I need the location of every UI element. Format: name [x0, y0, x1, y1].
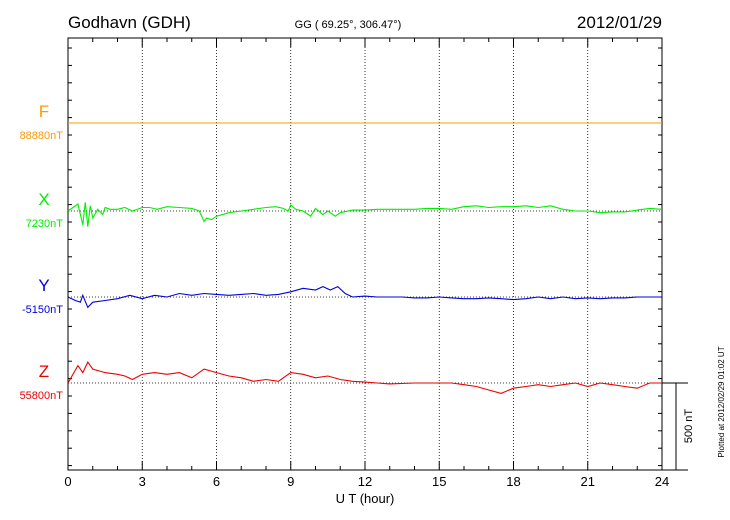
x-tick-label: 18: [506, 474, 520, 489]
series-line-y: [67, 285, 662, 309]
x-axis-label: U T (hour): [336, 491, 395, 506]
scale-bar-label: 500 nT: [683, 409, 695, 444]
series-group: F 88880nT X 7230nT Y -5150nT Z 55800nT: [20, 102, 663, 402]
series-name-f: F: [39, 102, 49, 121]
x-tick-labels: 0 3 6 9 12 15 18 21 24: [64, 474, 669, 489]
x-tick-label: 21: [581, 474, 595, 489]
chart-title: Godhavn (GDH): [68, 13, 191, 32]
series-baseline-label-x: 7230nT: [26, 218, 64, 230]
series-baseline-label-z: 55800nT: [20, 390, 64, 402]
station-coords: GG ( 69.25°, 306.47°): [295, 19, 402, 31]
x-tick-label: 9: [287, 474, 294, 489]
series-name-x: X: [38, 190, 49, 209]
series-line-z: [67, 361, 662, 394]
scale-bar: 500 nT: [662, 382, 695, 471]
plotted-note: Plotted at 2012/02/29 01:02 UT: [717, 346, 726, 457]
chart-date: 2012/01/29: [577, 13, 662, 32]
x-tick-label: 6: [213, 474, 220, 489]
series-name-y: Y: [38, 276, 49, 295]
axis-ticks: [67, 38, 663, 470]
x-tick-label: 15: [432, 474, 446, 489]
series-baseline-label-y: -5150nT: [22, 304, 63, 316]
series-line-x: [67, 202, 663, 227]
series-name-z: Z: [39, 362, 49, 381]
series-baseline-label-f: 88880nT: [20, 130, 64, 142]
x-tick-label: 24: [655, 474, 669, 489]
x-tick-label: 3: [139, 474, 146, 489]
x-tick-label: 12: [358, 474, 372, 489]
x-tick-label: 0: [64, 474, 71, 489]
grid: [141, 38, 589, 470]
